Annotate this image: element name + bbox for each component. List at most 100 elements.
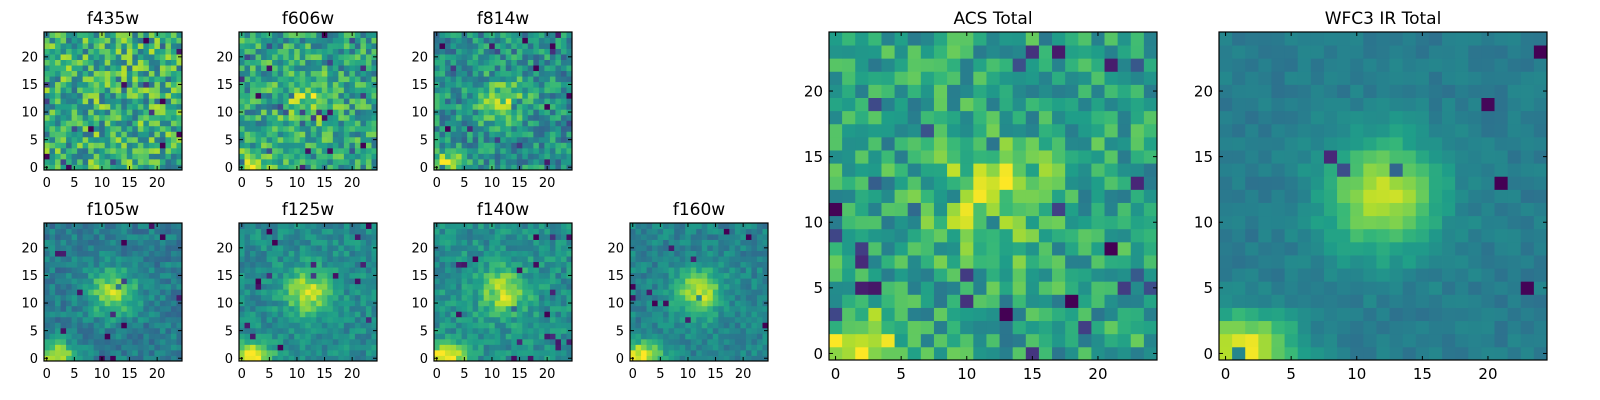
heatmap-cell bbox=[472, 59, 479, 66]
heatmap-cell bbox=[494, 76, 501, 83]
heatmap-cell bbox=[641, 300, 647, 307]
heatmap-cell bbox=[500, 43, 507, 49]
heatmap-cell bbox=[77, 153, 84, 160]
heatmap-cell bbox=[66, 153, 72, 160]
heatmap-cell bbox=[511, 87, 518, 94]
heatmap-cell bbox=[842, 202, 856, 217]
heatmap-cell bbox=[544, 338, 551, 345]
heatmap-cell bbox=[668, 234, 675, 240]
heatmap-cell bbox=[740, 349, 747, 356]
heatmap-cell bbox=[701, 333, 708, 340]
heatmap-cell bbox=[332, 32, 339, 38]
heatmap-cell bbox=[1130, 268, 1145, 282]
heatmap-cell bbox=[93, 32, 100, 38]
heatmap-cell bbox=[299, 114, 306, 121]
heatmap-cell bbox=[137, 272, 144, 279]
heatmap-cell bbox=[60, 131, 67, 138]
heatmap-cell bbox=[343, 289, 350, 296]
heatmap-cell bbox=[538, 311, 545, 318]
heatmap-cell bbox=[272, 37, 279, 44]
heatmap-cell bbox=[657, 239, 664, 246]
heatmap-cell bbox=[439, 158, 446, 165]
heatmap-cell bbox=[696, 344, 703, 351]
heatmap-cell bbox=[973, 281, 987, 295]
heatmap-cell bbox=[176, 114, 183, 121]
heatmap-cell bbox=[321, 300, 328, 307]
heatmap-cell bbox=[170, 87, 177, 94]
heatmap-cell bbox=[456, 76, 462, 83]
heatmap-cell bbox=[349, 294, 356, 301]
heatmap-cell bbox=[674, 289, 681, 296]
heatmap-cell bbox=[729, 311, 736, 318]
heatmap-cell bbox=[82, 65, 89, 72]
heatmap-cell bbox=[99, 239, 106, 246]
heatmap-cell bbox=[696, 338, 703, 345]
heatmap-cell bbox=[920, 307, 935, 322]
heatmap-cell bbox=[316, 109, 323, 116]
heatmap-cell bbox=[283, 43, 290, 49]
heatmap-cell bbox=[668, 245, 675, 251]
heatmap-cell bbox=[522, 37, 529, 44]
heatmap-cell bbox=[250, 32, 256, 38]
heatmap-cell bbox=[93, 43, 100, 49]
heatmap-cell bbox=[283, 153, 290, 160]
heatmap-cell bbox=[316, 250, 323, 257]
heatmap-cell bbox=[734, 245, 741, 251]
heatmap-cell bbox=[55, 120, 61, 127]
heatmap-cell bbox=[533, 43, 540, 49]
heatmap-cell bbox=[338, 131, 345, 138]
heatmap-cell bbox=[170, 131, 177, 138]
heatmap-cell bbox=[104, 153, 111, 160]
heatmap-cell bbox=[44, 234, 50, 240]
heatmap-cell bbox=[489, 261, 496, 268]
heatmap-cell bbox=[467, 81, 474, 88]
y-tick-label: 20 bbox=[216, 51, 233, 66]
heatmap-cell bbox=[894, 346, 909, 361]
heatmap-cell bbox=[354, 131, 361, 138]
heatmap-cell bbox=[494, 147, 501, 154]
heatmap-cell bbox=[516, 87, 523, 94]
heatmap-cell bbox=[538, 147, 545, 154]
heatmap-cell bbox=[360, 311, 367, 318]
heatmap-cell bbox=[729, 300, 736, 307]
heatmap-cell bbox=[99, 48, 106, 55]
heatmap-cell bbox=[756, 327, 763, 334]
heatmap-cell bbox=[544, 272, 551, 279]
heatmap-cell bbox=[104, 48, 111, 55]
heatmap-cell bbox=[115, 311, 122, 318]
heatmap-cell bbox=[77, 142, 84, 149]
heatmap-cell bbox=[445, 261, 451, 268]
heatmap-cell bbox=[176, 59, 183, 66]
heatmap-cell bbox=[266, 256, 273, 263]
heatmap-cell bbox=[483, 120, 490, 127]
heatmap-cell bbox=[630, 349, 636, 356]
heatmap-cell bbox=[250, 344, 256, 351]
heatmap-cell bbox=[170, 65, 177, 72]
heatmap-cell bbox=[555, 136, 562, 143]
heatmap-cell bbox=[255, 316, 262, 323]
heatmap-cell bbox=[316, 120, 323, 127]
heatmap-cell bbox=[343, 164, 350, 171]
heatmap-cell bbox=[855, 163, 869, 177]
heatmap-cell bbox=[663, 272, 670, 279]
heatmap-cell bbox=[360, 344, 367, 351]
heatmap-cell bbox=[159, 59, 166, 66]
heatmap-cell bbox=[55, 289, 61, 296]
heatmap-cell bbox=[71, 250, 78, 257]
heatmap-cell bbox=[121, 267, 128, 274]
heatmap-cell bbox=[1143, 241, 1158, 256]
heatmap-cell bbox=[494, 125, 501, 132]
heatmap-cell bbox=[668, 344, 675, 351]
heatmap-cell bbox=[829, 346, 843, 361]
heatmap-cell bbox=[467, 142, 474, 149]
heatmap-cell bbox=[159, 158, 166, 165]
heatmap-cell bbox=[110, 245, 117, 251]
heatmap-cell bbox=[679, 300, 686, 307]
heatmap-cell bbox=[93, 125, 100, 132]
heatmap-cell bbox=[299, 338, 306, 345]
heatmap-cell bbox=[461, 114, 468, 121]
heatmap-cell bbox=[349, 158, 356, 165]
heatmap-cell bbox=[489, 300, 496, 307]
heatmap-cell bbox=[371, 223, 378, 229]
